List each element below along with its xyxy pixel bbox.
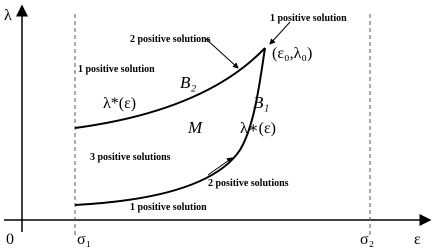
curve-label: λ*(ε)	[103, 95, 136, 112]
region-label: M	[187, 118, 203, 137]
branch-label: B₂	[180, 73, 196, 92]
region-note: 3 positive solutions	[90, 152, 171, 163]
pointer	[269, 21, 291, 45]
upper-curve	[74, 47, 266, 129]
branch-label: B₁	[253, 93, 269, 112]
origin-label: 0	[6, 231, 14, 248]
region-note: 2 positive solutions	[208, 178, 289, 189]
region-note: 1 positive solution	[130, 202, 207, 213]
lower-curve	[74, 47, 266, 206]
pointer	[207, 157, 233, 176]
x-label: ε	[414, 231, 421, 248]
region-note: 2 positive solutions	[130, 34, 211, 45]
region-note: 1 positive solution	[78, 64, 155, 75]
cusp-label: (ε₀,λ₀)	[272, 45, 312, 62]
pointer	[204, 37, 239, 69]
sigma1-label: σ₁	[77, 231, 91, 248]
region-note: 1 positive solution	[270, 13, 347, 24]
sigma2-label: σ₂	[360, 231, 374, 248]
curve-label: λ∗(ε)	[240, 120, 276, 137]
y-label: λ	[4, 7, 12, 24]
